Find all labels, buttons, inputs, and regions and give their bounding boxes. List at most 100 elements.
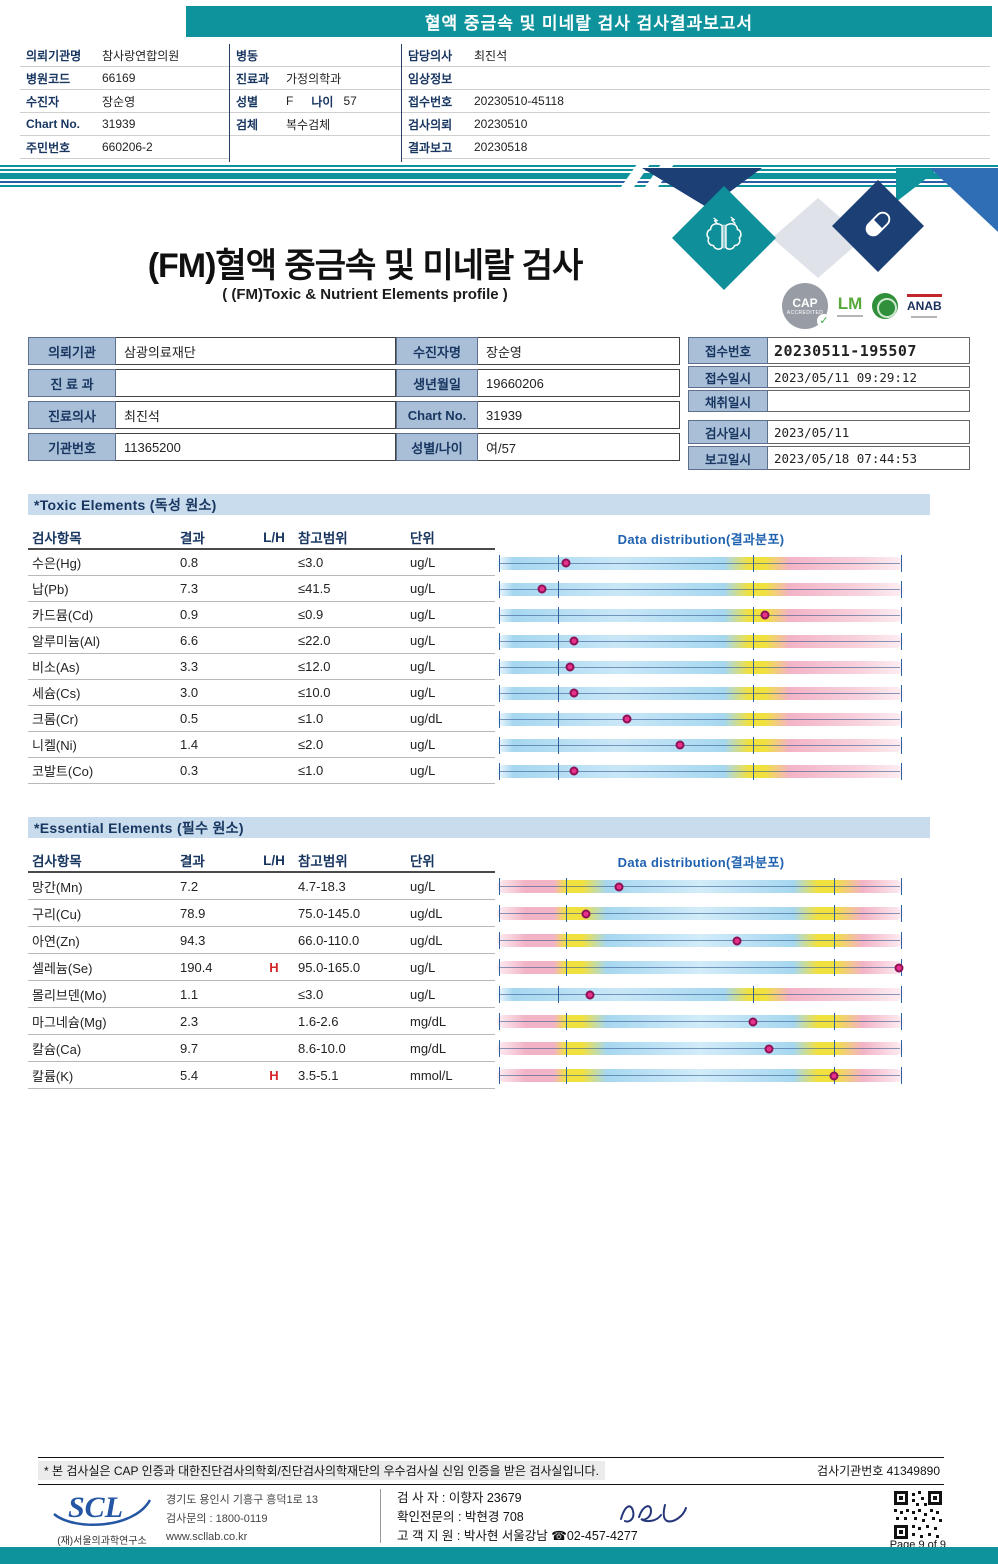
qr-code	[892, 1489, 944, 1546]
field-label: 수진자	[26, 94, 60, 109]
bar-tick	[557, 986, 559, 1003]
row-text-cells: 아연(Zn) 94.3 66.0-110.0 ug/dL	[28, 927, 495, 954]
decorative-stripes	[0, 162, 998, 192]
distribution-bar	[497, 658, 903, 676]
distribution-bar	[497, 905, 903, 922]
lab-address-block: 경기도 용인시 기흥구 흥덕1로 13 검사문의 : 1800-0119 www…	[166, 1491, 364, 1547]
result-marker	[581, 909, 591, 918]
info-value: 최진석	[116, 401, 396, 429]
footer-note-row: * 본 검사실은 CAP 인증과 대한진단검사의학회/진단검사의학재단의 우수검…	[38, 1457, 944, 1485]
analyte-name: 망간(Mn)	[32, 879, 83, 895]
reference-range: 75.0-145.0	[298, 905, 361, 921]
bar-tick	[833, 959, 835, 976]
cap-logo-subtext: ACCREDITED	[786, 309, 824, 316]
specimen-info-panel: 의뢰기관 삼광의료재단 수진자명 장순영 진 료 과 생년월일 19660206 진료의사 최진…	[28, 337, 970, 471]
bar-tick	[499, 762, 501, 780]
bar-cell	[495, 954, 907, 981]
scl-logo: SCL (재)서울의과학연구소	[38, 1487, 166, 1547]
bar-cell	[495, 981, 907, 1008]
result-value: 0.5	[180, 711, 199, 726]
patient-header-col-left: 의뢰기관명 참사랑연합의원 병원코드 66169 수진자 장순영 Chart No. 3193…	[20, 44, 230, 162]
specimen-info-right: 접수번호 20230511-195507 접수일시 2023/05/11 09:29:…	[688, 337, 970, 472]
field-value: 복수검체	[286, 117, 331, 132]
info-label: 성별/나이	[396, 433, 478, 461]
distribution-bar	[497, 580, 903, 598]
bar-tick	[499, 658, 501, 676]
info-label: 진료의사	[28, 401, 116, 429]
bar-tick	[557, 606, 559, 624]
reference-range: 8.6-10.0	[298, 1040, 346, 1056]
field-value: 20230518	[474, 140, 528, 154]
bar-tick	[499, 1067, 501, 1084]
patient-header-col-right: 담당의사 최진석 임상정보 접수번호 20230510-45118 검사의뢰 2023051…	[402, 44, 990, 162]
toxic-rows: 수은(Hg) 0.8 ≤3.0 ug/L 납(Pb) 7.3 ≤41.5 ug/L 카드뮴(Cd…	[28, 550, 978, 784]
brain-icon	[701, 215, 747, 261]
result-row: 납(Pb) 7.3 ≤41.5 ug/L	[28, 576, 978, 602]
essential-rows: 망간(Mn) 7.2 4.7-18.3 ug/L 구리(Cu) 78.9 75.0-145.…	[28, 873, 978, 1089]
field-label: 결과보고	[408, 140, 453, 155]
result-marker	[569, 636, 579, 646]
field-value: 66169	[102, 71, 136, 85]
info-label: 의뢰기관	[28, 337, 116, 365]
field-label: 나이	[311, 94, 334, 109]
analyte-name: 크롬(Cr)	[32, 712, 79, 727]
result-value: 190.4	[180, 959, 213, 975]
stripe	[0, 181, 998, 183]
info-label: 기관번호	[28, 433, 116, 461]
row-text-cells: 니켈(Ni) 1.4 ≤2.0 ug/L	[28, 732, 495, 758]
bar-tick	[900, 710, 902, 728]
lab-number: 검사기관번호 41349890	[817, 1464, 940, 1478]
bar-tick	[557, 658, 559, 676]
bar-tick	[557, 710, 559, 728]
bar-tick	[566, 1013, 568, 1030]
bar-cell	[495, 758, 907, 784]
distribution-bar	[497, 762, 903, 780]
result-row: 셀레늄(Se) 190.4 H 95.0-165.0 ug/L	[28, 954, 978, 981]
info-row: 기관번호 11365200 성별/나이 여/57	[28, 433, 686, 461]
distribution-bar	[497, 554, 903, 572]
patient-header-col-middle: 병동 진료과 가정의학과 성별 F 나이 57 검체 복수검체	[230, 44, 402, 162]
distribution-bar	[497, 1067, 903, 1084]
reference-range: ≤10.0	[298, 685, 331, 700]
bar-tick	[900, 986, 902, 1003]
reference-range: 4.7-18.3	[298, 878, 346, 894]
distribution-bar	[497, 878, 903, 895]
analyte-name: 카드뮴(Cd)	[32, 608, 94, 623]
bar-tick	[752, 606, 754, 624]
info-row: 진 료 과 생년월일 19660206	[28, 369, 686, 397]
reference-range: ≤2.0	[298, 737, 324, 752]
distribution-bar	[497, 986, 903, 1003]
bar-tick	[557, 632, 559, 650]
field-label: 주민번호	[26, 140, 71, 155]
distribution-bar	[497, 606, 903, 624]
info-label: 접수일시	[688, 366, 768, 388]
info-row: 접수번호 20230511-195507	[688, 337, 970, 364]
result-marker	[622, 714, 632, 724]
col-header-distribution: Data distribution(결과분포)	[617, 531, 785, 547]
result-row: 칼슘(Ca) 9.7 8.6-10.0 mg/dL	[28, 1035, 978, 1062]
footer-body: SCL (재)서울의과학연구소 경기도 용인시 기흥구 흥덕1로 13 검사문의…	[38, 1487, 944, 1547]
result-unit: ug/dL	[410, 905, 443, 921]
distribution-bar	[497, 736, 903, 754]
result-unit: ug/L	[410, 986, 436, 1002]
info-row: 보고일시 2023/05/18 07:44:53	[688, 446, 970, 470]
lh-flag: H	[269, 959, 279, 975]
bar-tick	[900, 658, 902, 676]
field-label: Chart No.	[26, 117, 80, 131]
analyte-name: 마그네슘(Mg)	[32, 1014, 107, 1030]
lab-website: www.scllab.co.kr	[166, 1531, 248, 1544]
info-value: 31939	[478, 401, 680, 429]
toxic-section-header: *Toxic Elements (독성 원소)	[28, 494, 930, 515]
result-unit: ug/dL	[410, 932, 443, 948]
bar-tick	[499, 606, 501, 624]
bar-tick	[499, 684, 501, 702]
pill-icon	[859, 205, 897, 248]
col-header-name: 검사항목	[32, 531, 82, 546]
org-name: (재)서울의과학연구소	[57, 1536, 147, 1547]
stripe	[0, 165, 998, 167]
bar-tick	[499, 959, 501, 976]
distribution-bar	[497, 684, 903, 702]
table-header-cells: 검사항목 결과 L/H 참고범위 단위	[28, 526, 495, 550]
bar-tick	[557, 580, 559, 598]
info-value: 19660206	[478, 369, 680, 397]
